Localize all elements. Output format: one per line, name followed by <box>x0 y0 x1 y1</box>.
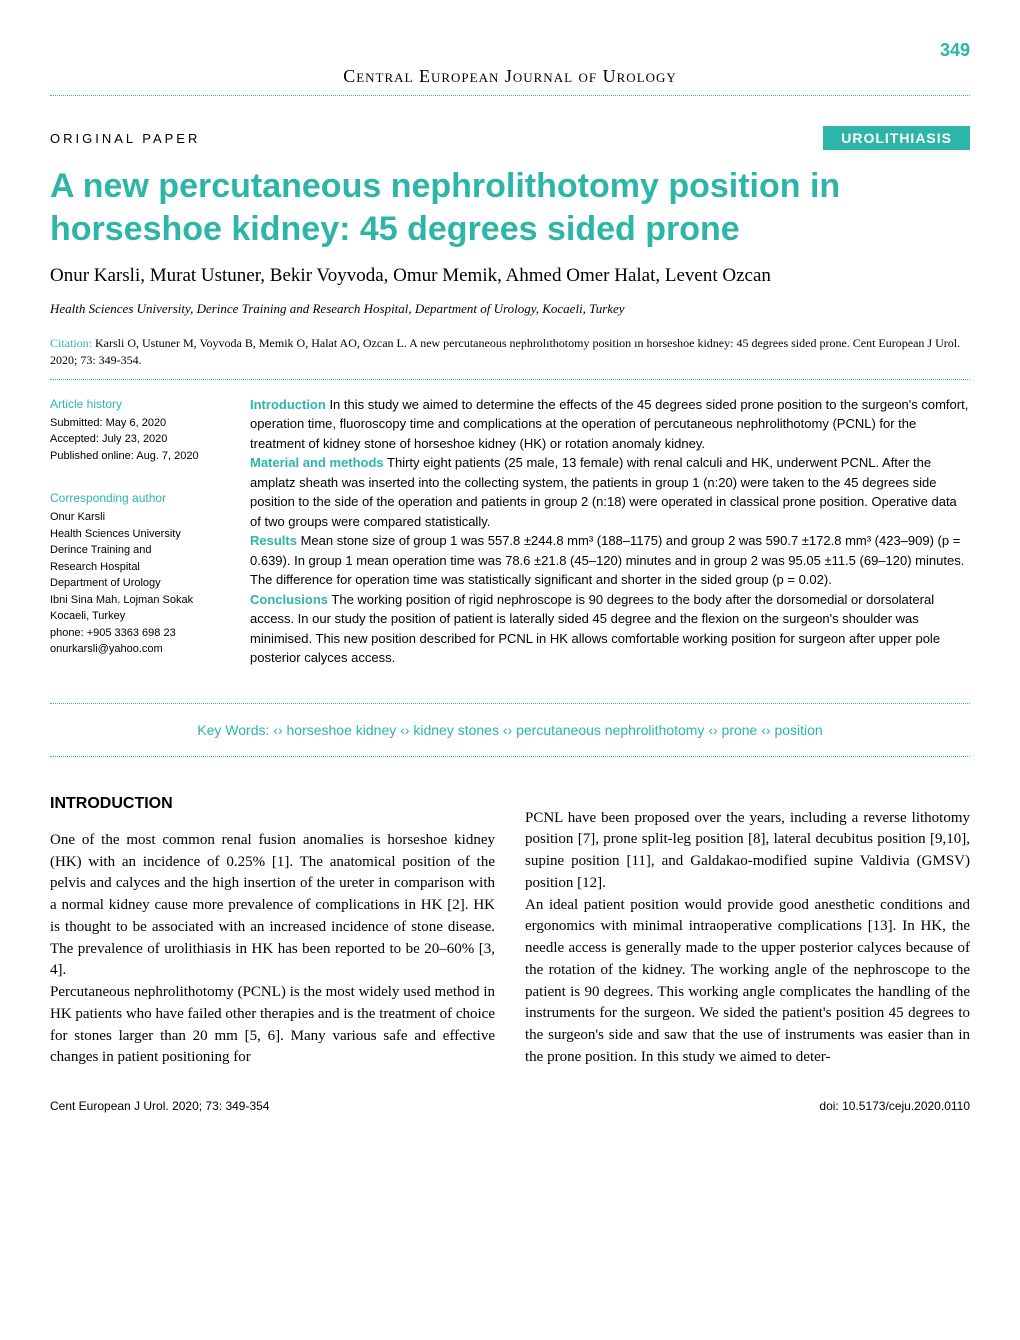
abstract-methods: Material and methods Thirty eight patien… <box>250 453 970 531</box>
keyword: horseshoe kidney <box>287 722 397 738</box>
abstract-conclusions-text: The working position of rigid nephroscop… <box>250 592 940 666</box>
citation-text: Karsli O, Ustuner M, Voyvoda B, Memik O,… <box>50 336 960 367</box>
article-history-text: Submitted: May 6, 2020 Accepted: July 23… <box>50 415 230 465</box>
body-columns: INTRODUCTION One of the most common rena… <box>50 767 970 1069</box>
article-title: A new percutaneous nephrolithotomy posit… <box>50 165 970 250</box>
divider <box>50 379 970 380</box>
divider <box>50 703 970 704</box>
abstract-intro: Introduction In this study we aimed to d… <box>250 395 970 454</box>
abstract-results: Results Mean stone size of group 1 was 5… <box>250 531 970 590</box>
article-history-heading: Article history <box>50 395 230 413</box>
article-history-block: Article history Submitted: May 6, 2020 A… <box>50 395 230 465</box>
abstract-results-text: Mean stone size of group 1 was 557.8 ±24… <box>250 533 964 587</box>
abstract-conclusions: Conclusions The working position of rigi… <box>250 590 970 668</box>
paper-type: ORIGINAL PAPER <box>50 131 200 146</box>
keyword: percutaneous nephrolithotomy <box>516 722 704 738</box>
keyword-sep: ‹› <box>708 722 721 738</box>
body-column-right: PCNL have been proposed over the years, … <box>525 767 970 1069</box>
citation-label: Citation: <box>50 336 92 350</box>
sidebar: Article history Submitted: May 6, 2020 A… <box>50 395 230 683</box>
keyword-sep: ‹› <box>503 722 516 738</box>
abstract: Introduction In this study we aimed to d… <box>250 395 970 683</box>
keyword-sep: ‹› <box>400 722 413 738</box>
body-paragraph: PCNL have been proposed over the years, … <box>525 808 970 895</box>
corresponding-author-text: Onur Karsli Health Sciences University D… <box>50 509 230 658</box>
affiliation: Health Sciences University, Derince Trai… <box>50 301 970 317</box>
body-paragraph: One of the most common renal fusion anom… <box>50 830 495 982</box>
abstract-intro-text: In this study we aimed to determine the … <box>250 397 968 451</box>
keyword-sep: ‹› <box>273 722 286 738</box>
footer-right: doi: 10.5173/ceju.2020.0110 <box>819 1099 970 1113</box>
divider <box>50 756 970 757</box>
divider <box>50 95 970 96</box>
body-paragraph: An ideal patient position would provide … <box>525 895 970 1069</box>
keywords-label: Key Words: <box>197 722 269 738</box>
corresponding-author-heading: Corresponding author <box>50 489 230 507</box>
keyword-sep: ‹› <box>761 722 774 738</box>
body-column-left: INTRODUCTION One of the most common rena… <box>50 767 495 1069</box>
keyword: position <box>774 722 822 738</box>
footer: Cent European J Urol. 2020; 73: 349-354 … <box>50 1099 970 1113</box>
abstract-intro-label: Introduction <box>250 397 326 412</box>
keyword: prone <box>722 722 758 738</box>
citation: Citation: Karsli O, Ustuner M, Voyvoda B… <box>50 335 970 369</box>
category-badge: UROLITHIASIS <box>823 126 970 150</box>
keywords: Key Words: ‹› horseshoe kidney ‹› kidney… <box>50 714 970 746</box>
abstract-methods-label: Material and methods <box>250 455 384 470</box>
keyword: kidney stones <box>413 722 499 738</box>
introduction-heading: INTRODUCTION <box>50 792 495 815</box>
footer-left: Cent European J Urol. 2020; 73: 349-354 <box>50 1099 269 1113</box>
abstract-results-label: Results <box>250 533 297 548</box>
authors: Onur Karsli, Murat Ustuner, Bekir Voyvod… <box>50 265 970 287</box>
page-number: 349 <box>50 40 970 61</box>
body-paragraph: Percutaneous nephrolithotomy (PCNL) is t… <box>50 982 495 1069</box>
journal-name: Central European Journal of Urology <box>50 66 970 95</box>
main-content: Article history Submitted: May 6, 2020 A… <box>50 395 970 683</box>
header-row: ORIGINAL PAPER UROLITHIASIS <box>50 126 970 150</box>
corresponding-author-block: Corresponding author Onur Karsli Health … <box>50 489 230 658</box>
abstract-conclusions-label: Conclusions <box>250 592 328 607</box>
